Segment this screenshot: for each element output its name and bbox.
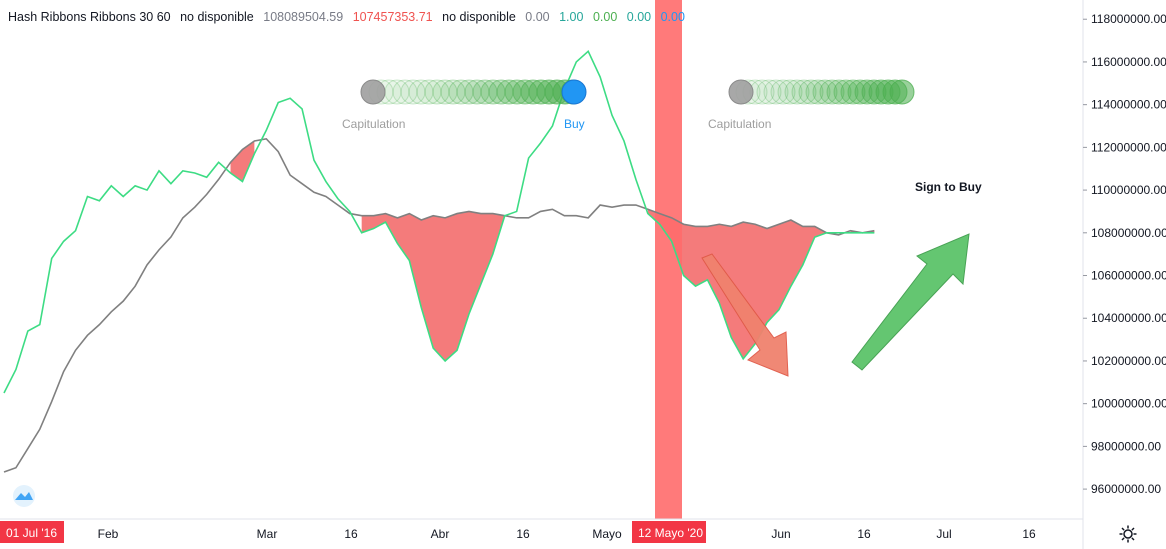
signal-dots xyxy=(360,79,915,105)
legend-value-5: 0.00 xyxy=(525,10,550,24)
x-tick-label: Feb xyxy=(98,527,119,541)
signal-dot xyxy=(826,79,852,105)
signal-dot xyxy=(424,79,450,105)
x-tick-label: Mayo xyxy=(592,527,622,541)
ribbon-fill-segment xyxy=(230,140,255,182)
signal-dot xyxy=(432,79,458,105)
ribbon-fill-segment xyxy=(647,209,827,359)
date-badge-start: 01 Jul '16 xyxy=(0,521,64,543)
signal-dot xyxy=(561,79,587,105)
signal-dot xyxy=(770,79,796,105)
x-tick-label: Jul xyxy=(936,527,951,541)
signal-dot xyxy=(448,79,474,105)
signal-dot xyxy=(889,79,915,105)
indicator-legend: Hash Ribbons Ribbons 30 60 no disponible… xyxy=(8,10,691,24)
signal-dot xyxy=(456,79,482,105)
signal-dot xyxy=(854,79,880,105)
legend-value-2: 108089504.59 xyxy=(263,10,344,24)
signal-dot xyxy=(777,79,803,105)
signal-dot xyxy=(791,79,817,105)
signal-dot xyxy=(840,79,866,105)
signal-dot xyxy=(392,79,418,105)
signal-dot xyxy=(728,79,754,105)
legend-value-9: 0.00 xyxy=(660,10,685,24)
x-tick-label: 16 xyxy=(516,527,530,541)
buy-label: Buy xyxy=(564,117,585,131)
ribbon-fill-areas xyxy=(230,140,875,361)
signal-dot xyxy=(408,79,434,105)
sign-to-buy-label: Sign to Buy xyxy=(915,180,982,194)
legend-value-7: 0.00 xyxy=(592,10,618,24)
legend-value-1: no disponible xyxy=(180,10,254,24)
y-tick-label: 110000000.00 xyxy=(1091,183,1166,197)
x-tick-label: 16 xyxy=(1022,527,1036,541)
signal-dot xyxy=(784,79,810,105)
capitulation-label-1: Capitulation xyxy=(342,117,405,131)
signal-dot xyxy=(798,79,824,105)
legend-value-4: no disponible xyxy=(442,10,516,24)
y-tick-label: 114000000.00 xyxy=(1091,98,1166,112)
legend-value-8: 0.00 xyxy=(626,10,652,24)
x-tick-label: 16 xyxy=(344,527,358,541)
signal-dot xyxy=(833,79,859,105)
y-tick-label: 116000000.00 xyxy=(1091,55,1166,69)
svg-text:01 Jul '16: 01 Jul '16 xyxy=(6,526,57,540)
y-tick-label: 96000000.00 xyxy=(1091,482,1161,496)
signal-dot xyxy=(812,79,838,105)
y-tick-label: 112000000.00 xyxy=(1091,140,1166,154)
legend-value-3: 107457353.71 xyxy=(352,10,433,24)
tradingview-logo-icon[interactable] xyxy=(10,484,38,508)
signal-dot xyxy=(847,79,873,105)
signal-dot xyxy=(360,79,386,105)
date-badge-halving: 12 Mayo '20 xyxy=(632,521,706,543)
y-tick-label: 118000000.00 xyxy=(1091,12,1166,26)
y-tick-label: 98000000.00 xyxy=(1091,439,1161,453)
x-tick-label: Abr xyxy=(431,527,450,541)
legend-value-6: 1.00 xyxy=(559,10,584,24)
time-axis[interactable]: Feb Mar 16 Abr 16 Mayo Jun 16 Jul 16 xyxy=(98,527,1036,541)
up-arrow xyxy=(851,233,970,371)
legend-title: Hash Ribbons Ribbons 30 60 xyxy=(8,10,171,24)
signal-dot xyxy=(763,79,789,105)
y-tick-label: 106000000.00 xyxy=(1091,269,1166,283)
signal-dot xyxy=(464,79,490,105)
signal-dot xyxy=(440,79,466,105)
series-line-slow xyxy=(3,137,875,473)
signal-dot xyxy=(819,79,845,105)
svg-text:12 Mayo '20: 12 Mayo '20 xyxy=(638,526,703,540)
capitulation-label-2: Capitulation xyxy=(708,117,771,131)
signal-dot xyxy=(756,79,782,105)
y-tick-label: 108000000.00 xyxy=(1091,226,1166,240)
price-axis[interactable]: 118000000.00 116000000.00 114000000.00 1120… xyxy=(1083,12,1166,496)
signal-dot xyxy=(416,79,442,105)
x-tick-label: Mar xyxy=(257,527,278,541)
y-tick-label: 104000000.00 xyxy=(1091,311,1166,325)
signal-dot xyxy=(400,79,426,105)
down-arrow xyxy=(701,253,789,377)
y-tick-label: 100000000.00 xyxy=(1091,397,1166,411)
x-tick-label: Jun xyxy=(771,527,790,541)
x-tick-label: 16 xyxy=(857,527,871,541)
series-line-fast xyxy=(3,49,875,394)
signal-dot xyxy=(805,79,831,105)
settings-gear-icon[interactable] xyxy=(1118,524,1138,544)
y-tick-label: 102000000.00 xyxy=(1091,354,1166,368)
ribbon-fill-segment xyxy=(361,211,505,361)
